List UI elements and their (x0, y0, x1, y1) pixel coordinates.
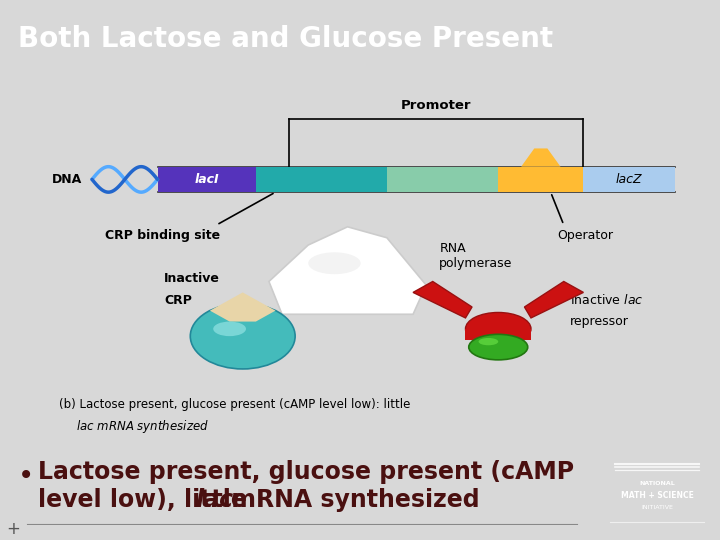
Bar (158, 167, 256, 192)
Bar (583, 167, 675, 192)
Ellipse shape (213, 321, 246, 336)
Text: Operator: Operator (557, 228, 613, 241)
Text: $\it{lac}$ mRNA synthesized: $\it{lac}$ mRNA synthesized (76, 418, 209, 435)
Text: lacZ: lacZ (616, 173, 642, 186)
Text: lac: lac (196, 488, 234, 512)
Polygon shape (413, 281, 472, 318)
Bar (466, 329, 531, 340)
Text: •: • (18, 462, 35, 490)
Polygon shape (269, 227, 426, 314)
Text: repressor: repressor (570, 315, 629, 328)
Polygon shape (524, 281, 583, 318)
Text: lacI: lacI (194, 173, 219, 186)
Text: Promoter: Promoter (401, 99, 472, 112)
Text: CRP: CRP (164, 294, 192, 307)
Ellipse shape (190, 303, 295, 369)
Text: NATIONAL: NATIONAL (639, 481, 675, 486)
Text: Inactive: Inactive (164, 272, 220, 285)
Text: (b) Lactose present, glucose present (cAMP level low): little: (b) Lactose present, glucose present (cA… (59, 398, 410, 411)
Polygon shape (210, 292, 276, 321)
Text: level low), little: level low), little (38, 488, 255, 512)
Ellipse shape (469, 334, 528, 360)
Text: CRP binding site: CRP binding site (105, 228, 220, 241)
Text: RNA
polymerase: RNA polymerase (439, 242, 513, 270)
Text: DNA: DNA (52, 173, 82, 186)
Bar (498, 167, 583, 192)
Ellipse shape (466, 313, 531, 345)
Text: Both Lactose and Glucose Present: Both Lactose and Glucose Present (18, 25, 553, 53)
Ellipse shape (308, 252, 361, 274)
Text: INITIATIVE: INITIATIVE (641, 505, 673, 510)
Bar (387, 167, 498, 192)
Text: +: + (6, 520, 20, 538)
Ellipse shape (479, 338, 498, 345)
Text: mRNA synthesized: mRNA synthesized (222, 488, 480, 512)
Bar (256, 167, 387, 192)
Text: MATH + SCIENCE: MATH + SCIENCE (621, 491, 693, 500)
Polygon shape (521, 148, 560, 167)
Text: Inactive $\it{lac}$: Inactive $\it{lac}$ (570, 293, 644, 307)
Text: Lactose present, glucose present (cAMP: Lactose present, glucose present (cAMP (38, 460, 574, 484)
